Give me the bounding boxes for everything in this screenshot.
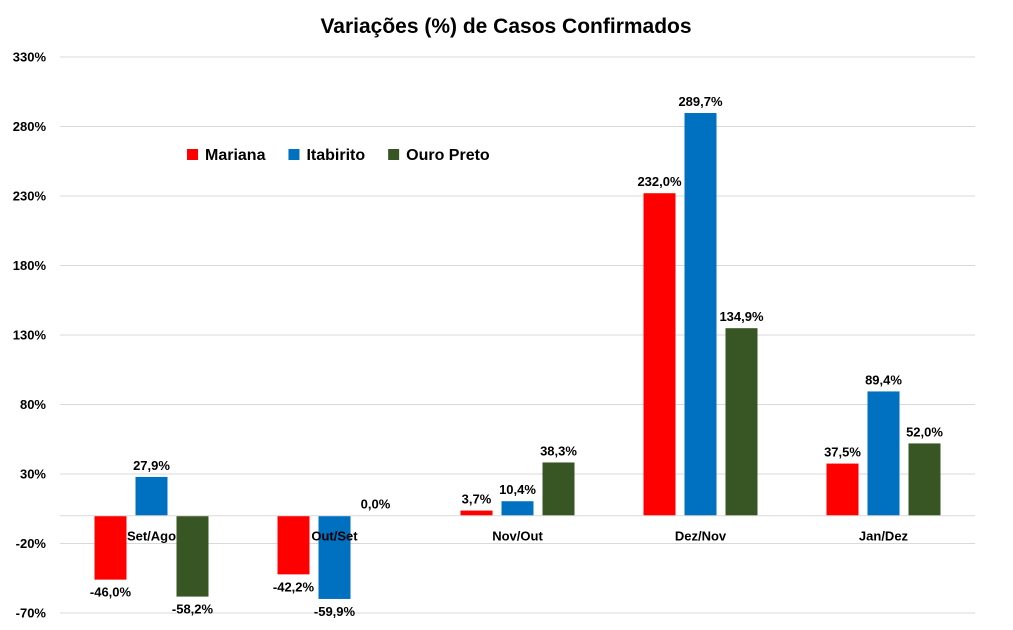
data-label: 289,7% [678,94,723,109]
y-tick-label: 230% [13,189,47,204]
bar-mariana [643,193,676,516]
legend-label: Ouro Preto [406,147,490,164]
legend-swatch [288,149,300,160]
data-label: 52,0% [906,424,943,439]
gridlines [60,56,975,614]
bar-itabirito [867,391,900,516]
chart-title: Variações (%) de Casos Confirmados [320,15,691,38]
data-label: -58,2% [172,602,214,617]
bar-ouro-preto [908,443,941,516]
legend-swatch [388,149,400,160]
bar-ouro-preto [725,328,758,516]
x-category-label: Out/Set [311,529,358,544]
data-label: 38,3% [540,443,577,458]
data-label: -46,0% [90,585,132,600]
bar-itabirito [684,113,717,516]
y-tick-label: -70% [16,606,47,621]
y-tick-label: 330% [13,50,47,65]
data-label: 10,4% [499,482,536,497]
data-label: 37,5% [824,445,861,460]
bars [94,113,941,599]
x-category-label: Dez/Nov [675,529,727,544]
y-tick-label: 180% [13,258,47,273]
bar-itabirito [318,515,351,599]
data-label: 134,9% [719,309,764,324]
y-tick-label: -20% [16,536,47,551]
y-axis-tick-labels: -70% -20% 30% 80% 130% 180% 230% 280% 330% [13,50,47,621]
legend-label: Itabirito [306,147,365,164]
y-tick-label: 280% [13,119,47,134]
x-category-label: Jan/Dez [859,529,909,544]
data-label: 89,4% [865,372,902,387]
legend-label: Mariana [205,147,266,164]
bar-mariana [94,515,127,580]
data-label: -59,9% [314,604,356,619]
data-label: 232,0% [637,174,682,189]
x-axis-category-labels: Set/Ago Out/Set Nov/Out Dez/Nov Jan/Dez [127,529,909,544]
y-tick-label: 80% [20,397,46,412]
legend-swatch [187,149,198,160]
bar-ouro-preto [176,515,209,597]
bar-itabirito [135,476,168,516]
bar-mariana [460,510,493,516]
y-tick-label: 30% [20,467,46,482]
data-labels: -46,0% 27,9% -58,2% -42,2% -59,9% 0,0% 3,7% 10,… [90,94,943,619]
y-tick-label: 130% [13,328,47,343]
bar-mariana [277,515,310,575]
x-category-label: Nov/Out [492,529,543,544]
bar-mariana [826,463,859,516]
data-label: 27,9% [133,458,170,473]
bar-ouro-preto [542,462,575,516]
x-category-label: Set/Ago [127,529,176,544]
data-label: -42,2% [273,579,315,594]
bar-itabirito [501,501,534,516]
legend: Mariana Itabirito Ouro Preto [187,147,490,164]
data-label: 3,7% [462,492,492,507]
data-label: 0,0% [361,497,391,512]
